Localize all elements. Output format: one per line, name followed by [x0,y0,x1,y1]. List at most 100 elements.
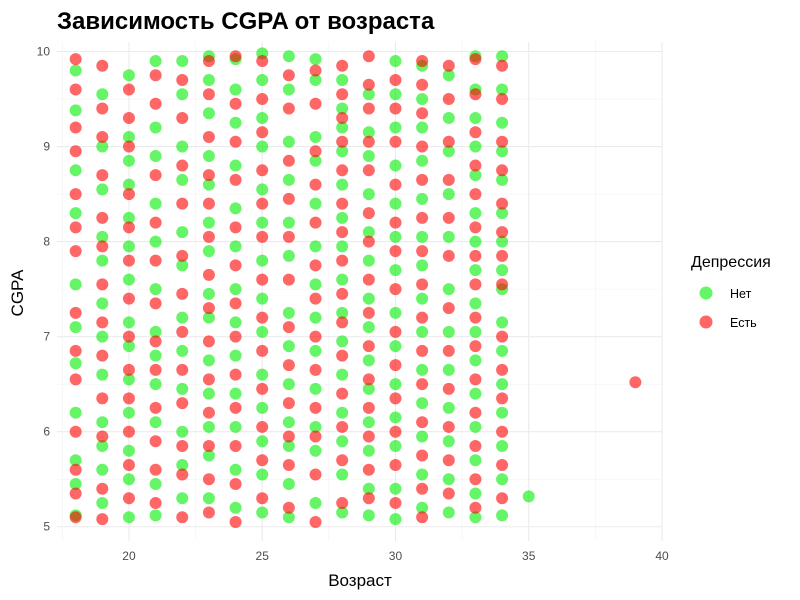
data-point [122,273,135,286]
data-point [469,126,482,139]
data-point [336,306,349,319]
data-point [122,373,135,386]
data-point [176,468,189,481]
data-point [256,454,269,467]
data-point [496,197,509,210]
data-point [69,357,82,370]
data-point [469,53,482,66]
data-point [469,473,482,486]
data-point [149,335,162,348]
data-point [416,192,429,205]
x-tick-label: 20 [122,549,136,563]
data-point [469,340,482,353]
data-point [362,164,375,177]
data-point [389,411,402,424]
data-point [496,264,509,277]
data-point [229,240,242,253]
data-point [69,207,82,220]
data-point [336,88,349,101]
data-point [362,509,375,522]
data-point [256,74,269,87]
data-point [229,159,242,172]
data-point [202,169,215,182]
data-point [176,226,189,239]
data-point [229,116,242,129]
data-point [69,344,82,357]
data-point [229,97,242,110]
data-point [256,273,269,286]
y-axis-title: CGPA [8,269,27,317]
data-point [122,69,135,82]
data-point [149,216,162,229]
data-point [362,482,375,495]
data-point [282,50,295,63]
data-point [96,368,109,381]
data-point [176,55,189,68]
data-point [202,150,215,163]
data-point [282,192,295,205]
data-point [176,173,189,186]
data-point [336,406,349,419]
series-no [69,47,535,526]
data-point [176,325,189,338]
data-point [496,344,509,357]
data-point [229,283,242,296]
data-point [442,59,455,72]
data-point [282,273,295,286]
data-point [96,416,109,429]
data-point [496,330,509,343]
legend-swatch-no [699,286,713,300]
data-point [96,211,109,224]
data-point [96,240,109,253]
data-point [122,458,135,471]
data-point [336,121,349,134]
data-point [469,373,482,386]
legend-label-yes: Есть [730,316,757,330]
data-point [256,126,269,139]
data-point [336,226,349,239]
data-point [96,297,109,310]
data-point [469,264,482,277]
data-point [229,173,242,186]
data-point [256,492,269,505]
data-point [69,425,82,438]
data-point [202,373,215,386]
data-point [442,283,455,296]
data-point [229,330,242,343]
data-point [282,173,295,186]
data-point [389,482,402,495]
data-point [362,292,375,305]
data-point [496,235,509,248]
data-point [496,226,509,239]
data-point [229,463,242,476]
data-point [336,335,349,348]
data-point [416,211,429,224]
data-point [336,240,349,253]
data-point [176,397,189,410]
data-point [389,178,402,191]
data-point [282,430,295,443]
data-point [122,392,135,405]
data-point [469,88,482,101]
data-point [69,245,82,258]
data-point [442,344,455,357]
data-point [496,135,509,148]
data-point [389,283,402,296]
data-point [336,211,349,224]
data-point [256,112,269,125]
data-point [282,249,295,262]
data-point [176,492,189,505]
data-point [416,468,429,481]
data-point [282,378,295,391]
data-point [202,131,215,144]
data-point [282,135,295,148]
data-point [336,368,349,381]
data-point [69,406,82,419]
data-point [229,477,242,490]
data-point [309,468,322,481]
legend-title: Депрессия [691,254,771,271]
data-point [149,254,162,267]
data-point [96,183,109,196]
data-point [69,463,82,476]
data-point [282,359,295,372]
